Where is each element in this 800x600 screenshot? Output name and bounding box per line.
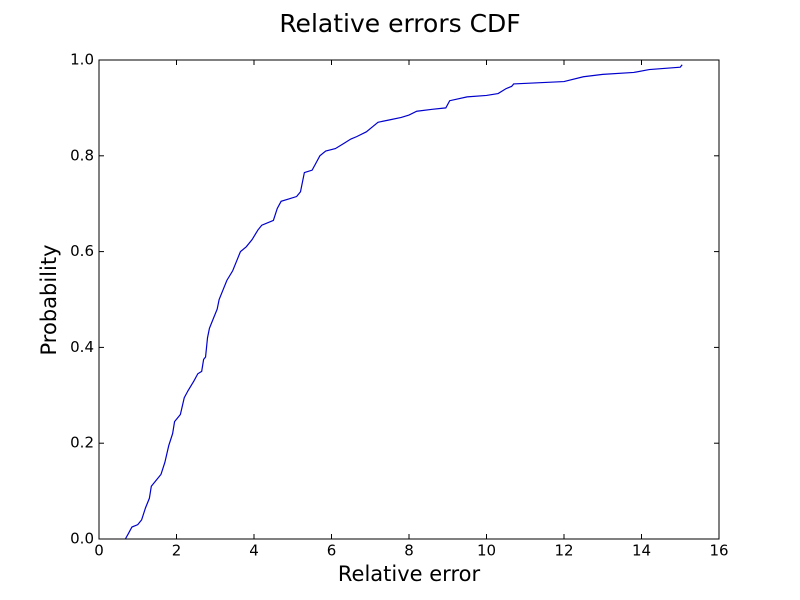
y-tick-label: 1.0 bbox=[70, 51, 94, 69]
x-tick-label: 14 bbox=[632, 542, 651, 560]
x-tick-label: 12 bbox=[554, 542, 573, 560]
x-tick-label: 8 bbox=[404, 542, 414, 560]
x-tick-label: 2 bbox=[172, 542, 182, 560]
y-tick-label: 0.2 bbox=[70, 434, 94, 452]
plot-frame bbox=[98, 59, 720, 540]
data-line bbox=[124, 64, 683, 540]
y-tick-label: 0.6 bbox=[70, 242, 94, 260]
y-axis-label: Probability bbox=[37, 244, 61, 355]
x-tick-label: 10 bbox=[477, 542, 496, 560]
x-tick-label: 4 bbox=[249, 542, 259, 560]
y-tick-label: 0.8 bbox=[70, 146, 94, 164]
x-axis-label: Relative error bbox=[338, 562, 481, 586]
x-tick-label: 6 bbox=[327, 542, 337, 560]
y-tick-label: 0.0 bbox=[70, 530, 94, 548]
x-tick-label: 0 bbox=[94, 542, 104, 560]
y-tick-label: 0.4 bbox=[70, 338, 94, 356]
chart-title: Relative errors CDF bbox=[279, 9, 520, 38]
x-tick-label: 16 bbox=[709, 542, 728, 560]
